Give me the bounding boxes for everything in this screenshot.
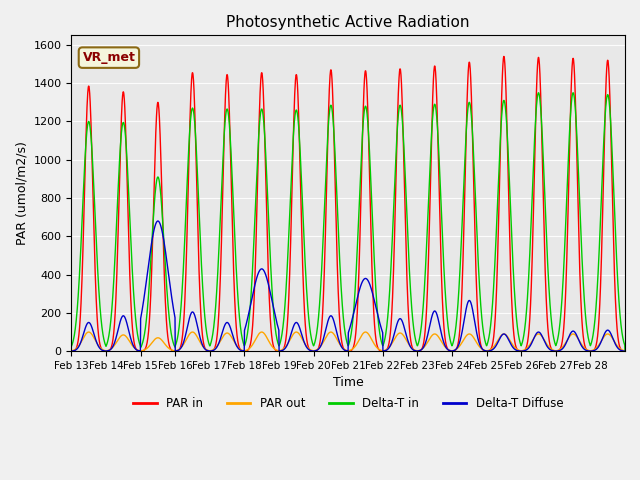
PAR in [243,348,250,354]
Delta-T in [515,334,523,339]
PAR in [547,343,554,348]
Delta-T Diffuse [123,320,131,325]
Delta-T Diffuse [614,345,621,350]
Line: Delta-T in: Delta-T in [72,93,625,351]
Delta-T Diffuse [381,348,389,353]
Line: Delta-T Diffuse: Delta-T Diffuse [72,221,625,351]
Delta-T in [546,301,554,307]
Line: PAR in: PAR in [72,57,625,351]
Delta-T in [614,270,621,276]
PAR in [123,162,131,168]
PAR out [243,348,250,353]
Delta-T Diffuse [243,321,250,326]
Delta-T in [569,90,577,96]
PAR out [547,346,554,351]
PAR in [621,348,629,354]
PAR out [381,347,389,353]
PAR in [381,348,389,354]
Delta-T in [381,334,389,339]
PAR out [621,348,629,354]
Delta-T in [68,344,76,349]
Legend: PAR in, PAR out, Delta-T in, Delta-T Diffuse: PAR in, PAR out, Delta-T in, Delta-T Dif… [129,392,568,415]
PAR out [515,348,523,353]
Delta-T in [243,337,250,343]
PAR in [515,348,523,354]
Title: Photosynthetic Active Radiation: Photosynthetic Active Radiation [227,15,470,30]
PAR in [500,54,508,60]
Delta-T Diffuse [68,348,76,354]
PAR in [614,328,621,334]
Delta-T in [621,348,629,354]
PAR out [123,335,131,340]
PAR in [68,348,76,354]
Delta-T Diffuse [547,347,554,353]
Delta-T Diffuse [515,348,523,354]
Delta-T Diffuse [154,218,162,224]
Delta-T in [123,151,131,157]
PAR out [85,329,93,335]
Y-axis label: PAR (umol/m2/s): PAR (umol/m2/s) [15,141,28,245]
Delta-T Diffuse [621,348,629,354]
PAR out [68,348,76,354]
X-axis label: Time: Time [333,376,364,389]
Line: PAR out: PAR out [72,332,625,351]
PAR out [614,343,621,349]
Text: VR_met: VR_met [83,51,135,64]
